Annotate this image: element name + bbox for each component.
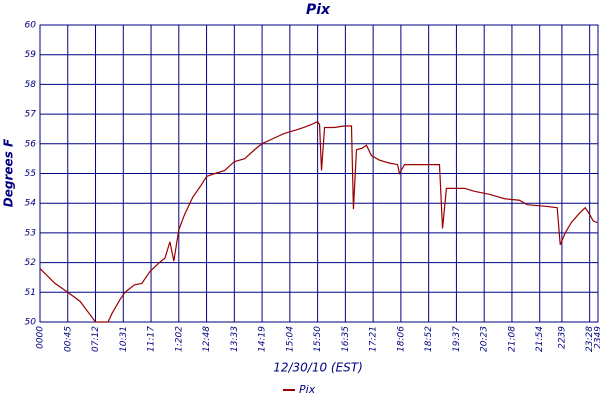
x-tick-label: 15:04 xyxy=(285,326,295,352)
x-axis-label: 12/30/10 (EST) xyxy=(273,361,363,375)
x-tick-label: 18:06 xyxy=(396,326,406,352)
y-tick-label: 55 xyxy=(25,169,37,179)
y-tick-label: 59 xyxy=(25,50,37,60)
y-tick-label: 50 xyxy=(25,318,37,328)
x-tick-label: 15:50 xyxy=(313,326,323,352)
x-tick-label: 16:35 xyxy=(341,326,351,352)
y-tick-label: 52 xyxy=(25,258,37,268)
y-tick-label: 60 xyxy=(25,21,37,31)
y-tick-label: 56 xyxy=(25,139,37,149)
legend-label: Pix xyxy=(299,383,316,396)
y-tick-label: 57 xyxy=(25,110,37,120)
plot-border xyxy=(39,24,599,323)
data-line xyxy=(39,120,598,323)
x-tick-label: 07:12 xyxy=(91,326,101,352)
x-tick-label: 10:31 xyxy=(119,326,129,352)
chart-title: Pix xyxy=(306,2,331,18)
x-tick-label: 1:202 xyxy=(174,326,184,352)
y-axis-label: Degrees F xyxy=(2,138,16,207)
x-tick-label: 17:21 xyxy=(369,326,379,352)
x-tick-label: 11:17 xyxy=(147,326,157,352)
x-tick-label: 20:23 xyxy=(480,326,490,352)
x-tick-label: 2349 xyxy=(594,326,600,349)
y-tick-label: 58 xyxy=(25,80,37,90)
x-tick-label: 19:37 xyxy=(452,326,462,352)
x-tick-label: 21:08 xyxy=(507,326,517,352)
x-tick-label: 00:45 xyxy=(63,326,73,352)
y-tick-label: 54 xyxy=(25,199,37,209)
x-tick-label: 0000 xyxy=(36,326,46,349)
y-tick-label: 53 xyxy=(25,228,37,238)
x-tick-label: 2239 xyxy=(557,326,567,349)
x-tick-label: 12:48 xyxy=(202,326,212,352)
x-tick-label: 13:33 xyxy=(230,326,240,352)
x-tick-label: 23:28 xyxy=(585,326,595,352)
x-tick-label: 18:52 xyxy=(424,326,434,352)
y-tick-label: 51 xyxy=(25,288,36,298)
x-tick-label: 14:19 xyxy=(258,326,268,352)
x-tick-label: 21:54 xyxy=(535,326,545,352)
